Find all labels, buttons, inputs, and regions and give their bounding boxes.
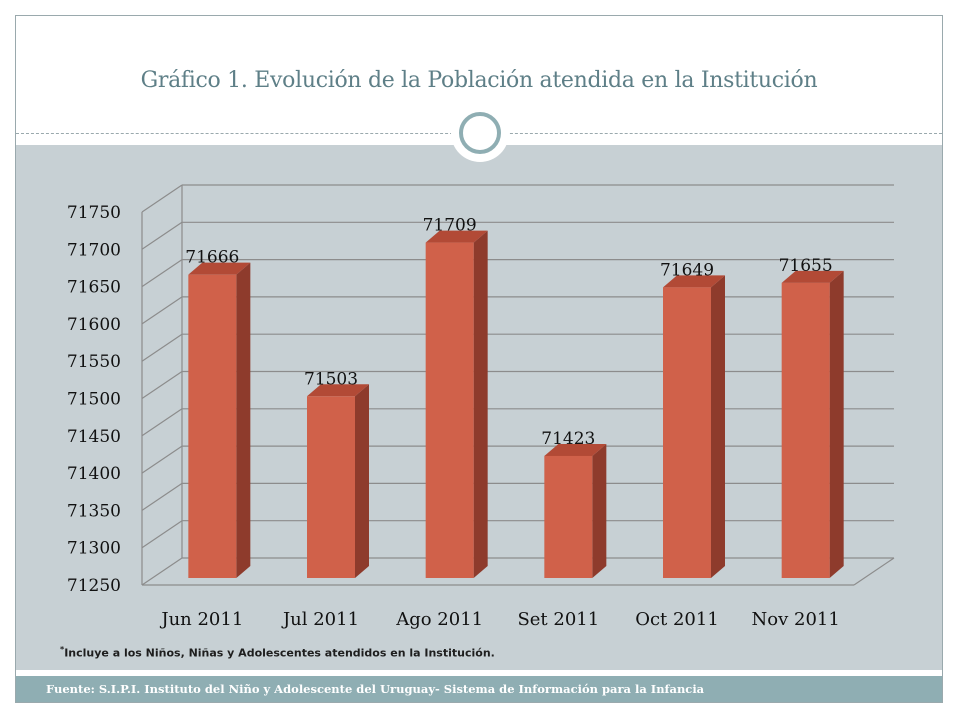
gridline-side — [141, 184, 183, 213]
footnote: *Incluye a los Niños, Niñas y Adolescent… — [60, 645, 495, 660]
x-tick-label: Nov 2011 — [752, 609, 840, 630]
y-tick-label: 71350 — [67, 501, 121, 521]
bar-side — [473, 230, 488, 578]
data-label: 71423 — [541, 429, 595, 449]
x-tick-label: Ago 2011 — [395, 609, 483, 630]
y-tick-label: 71300 — [67, 539, 121, 559]
x-tick-label: Oct 2011 — [635, 609, 719, 630]
bar-group — [188, 262, 251, 578]
x-tick-label: Set 2011 — [517, 609, 599, 630]
bar-top — [544, 443, 607, 456]
y-tick-label: 71650 — [67, 278, 121, 298]
bar-side — [829, 270, 844, 578]
y-tick-label: 71400 — [67, 464, 121, 484]
y-tick-label: 71500 — [67, 390, 121, 410]
bar-side — [711, 275, 725, 578]
x-tick-label: Jul 2011 — [281, 609, 359, 630]
bars — [188, 230, 844, 578]
bar-group — [663, 275, 725, 578]
y-tick-label: 71600 — [67, 315, 121, 335]
bar — [425, 242, 474, 578]
data-label: 71709 — [423, 216, 477, 236]
gridline-side — [141, 371, 183, 399]
gridline-side — [141, 296, 183, 325]
circle-ornament-ring — [459, 112, 501, 154]
gridline-side — [141, 221, 183, 250]
data-label: 71503 — [304, 369, 358, 389]
bar-side — [592, 443, 607, 578]
data-label: 71655 — [779, 256, 833, 276]
bar — [307, 396, 355, 578]
gridline-side — [141, 333, 183, 362]
floor-right-edge — [853, 557, 895, 586]
gridline-side — [141, 445, 183, 474]
bar — [781, 282, 830, 578]
data-label: 71666 — [185, 248, 239, 268]
gridline-side — [141, 259, 183, 288]
bar-group — [781, 270, 844, 578]
gridline-side — [141, 557, 183, 586]
gridline-side — [141, 482, 183, 511]
bar-top — [781, 270, 844, 283]
bar-top — [307, 384, 369, 397]
bar-top — [425, 230, 488, 243]
bar — [188, 274, 237, 578]
chart-title: Gráfico 1. Evolución de la Población ate… — [140, 68, 818, 93]
bar-side — [355, 384, 369, 578]
bar-side — [236, 262, 251, 578]
data-label: 71649 — [660, 260, 714, 280]
y-tick-label: 71750 — [67, 203, 121, 223]
gridline-side — [141, 520, 183, 549]
bar — [663, 287, 711, 578]
gridlines — [141, 184, 895, 586]
bar-group — [307, 384, 369, 578]
y-tick-label: 71250 — [67, 576, 121, 596]
y-tick-label: 71700 — [67, 240, 121, 260]
bar — [544, 455, 593, 578]
bar-top — [663, 275, 725, 288]
footnote-text: Incluye a los Niños, Niñas y Adolescente… — [64, 646, 495, 660]
bar-group — [544, 443, 607, 578]
bar-top — [188, 262, 251, 275]
footnote-marker: * — [60, 645, 65, 654]
y-tick-label: 71450 — [67, 427, 121, 447]
footer-bar: Fuente: S.I.P.I. Instituto del Niño y Ad… — [16, 676, 942, 702]
source-text: Fuente: S.I.P.I. Instituto del Niño y Ad… — [46, 682, 705, 696]
gridline-side — [141, 408, 183, 437]
x-tick-label: Jun 2011 — [159, 609, 243, 630]
y-tick-label: 71550 — [67, 352, 121, 372]
bar-group — [425, 230, 488, 578]
